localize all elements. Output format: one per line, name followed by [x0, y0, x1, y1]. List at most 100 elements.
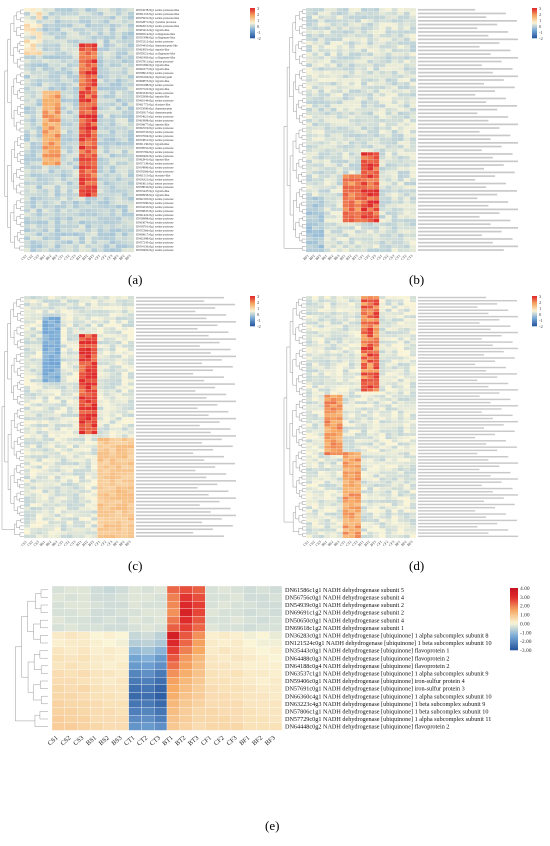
heatmap-cell — [78, 106, 86, 111]
heatmap-cell — [115, 517, 122, 521]
heatmap-cell — [30, 340, 37, 345]
heatmap-cell — [121, 106, 129, 111]
heatmap-cell — [318, 315, 325, 319]
heatmap-cell — [305, 375, 313, 379]
heatmap-cell — [367, 163, 374, 168]
heatmap-cell — [48, 320, 55, 324]
heatmap-cell — [85, 479, 92, 483]
heatmap-cell — [312, 11, 319, 16]
heatmap-cell — [391, 26, 398, 31]
heatmap-cell — [91, 479, 98, 483]
heatmap-cell — [354, 423, 362, 427]
heatmap-cell — [91, 330, 98, 335]
heatmap-cell — [36, 11, 43, 17]
heatmap-cell — [305, 353, 313, 357]
heatmap-cell — [318, 196, 325, 201]
heatmap-cell — [373, 211, 380, 216]
heatmap-cell — [379, 189, 386, 194]
dendrogram-branch — [17, 137, 21, 146]
heatmap-cell — [348, 334, 356, 338]
dendrogram-branch — [301, 329, 306, 333]
heatmap-cell — [360, 85, 368, 90]
heatmap-cell — [91, 323, 98, 328]
colorbar-tick-label: -2 — [539, 36, 543, 41]
heatmap-cell — [97, 200, 104, 205]
heatmap-cell — [391, 11, 398, 16]
heatmap-cell — [379, 33, 386, 38]
dendrogram-branch — [20, 408, 24, 413]
heatmap-cell — [360, 416, 368, 421]
heatmap-cell — [42, 420, 49, 425]
heatmap-cell — [330, 423, 337, 427]
heatmap-cell — [391, 381, 398, 386]
heatmap-cell — [312, 67, 319, 72]
row-label-placeholder — [418, 227, 518, 229]
column-label: CF3 — [106, 540, 113, 547]
heatmap-cell — [127, 55, 135, 60]
heatmap-cell — [54, 479, 61, 483]
heatmap-cell — [360, 111, 368, 116]
heatmap-cell — [330, 308, 337, 313]
heatmap-cell — [391, 159, 398, 164]
heatmap-cell — [324, 196, 331, 201]
heatmap-cell — [342, 426, 349, 430]
heatmap-cell — [60, 137, 67, 142]
heatmap-cell — [305, 170, 313, 175]
heatmap-cell — [42, 499, 49, 504]
heatmap-cell — [348, 44, 356, 49]
heatmap-cell — [367, 26, 374, 31]
heatmap-cell — [66, 520, 74, 525]
heatmap-cell — [379, 59, 386, 64]
heatmap-cell — [23, 177, 31, 182]
heatmap-cell — [109, 427, 116, 432]
heatmap-cell — [78, 236, 86, 241]
heatmap-cell — [342, 244, 349, 249]
heatmap-cell — [60, 200, 67, 205]
heatmap-cell — [72, 31, 80, 36]
heatmap-cell — [373, 385, 380, 389]
heatmap-cell — [385, 315, 392, 319]
heatmap-cell — [391, 126, 398, 131]
heatmap-cell — [60, 316, 67, 321]
heatmap-cell — [336, 200, 343, 205]
heatmap-cell — [397, 237, 404, 242]
heatmap-cell — [127, 59, 135, 64]
heatmap-cell — [409, 426, 417, 430]
heatmap-cell — [409, 141, 417, 145]
heatmap-cell — [318, 44, 325, 49]
heatmap-cell — [312, 350, 319, 354]
colorbar-segment — [250, 304, 255, 307]
heatmap-cell — [48, 86, 55, 91]
heatmap-cell — [342, 152, 349, 157]
heatmap-cell — [127, 313, 135, 317]
heatmap-cell — [115, 145, 122, 150]
heatmap-cell — [30, 347, 37, 352]
heatmap-cell — [85, 378, 92, 383]
heatmap-cell — [367, 7, 374, 12]
heatmap-cell — [23, 106, 31, 111]
heatmap-cell — [318, 346, 325, 351]
heatmap-cell — [42, 413, 49, 418]
heatmap-cell — [336, 416, 343, 421]
heatmap-cell — [115, 434, 122, 438]
heatmap-cell — [409, 52, 417, 57]
heatmap-cell — [97, 482, 104, 487]
row-label: DN63074c0g1 serine protease — [136, 221, 174, 225]
row-label: DN63001c0g1 trypsin-like — [136, 48, 170, 52]
heatmap-cell — [409, 359, 417, 364]
heatmap-cell — [23, 192, 31, 198]
heatmap-cell — [324, 148, 331, 153]
heatmap-cell — [367, 311, 374, 316]
heatmap-cell — [379, 170, 386, 175]
heatmap-cell — [121, 330, 129, 335]
heatmap-cell — [409, 92, 417, 97]
heatmap-cell — [48, 63, 55, 68]
heatmap-cell — [115, 382, 122, 387]
heatmap-cell — [60, 454, 67, 459]
column-label: BF2 — [118, 254, 125, 261]
row-label-placeholder — [418, 138, 491, 140]
heatmap-cell — [342, 7, 349, 12]
heatmap-cell — [78, 513, 86, 518]
heatmap-cell — [60, 51, 67, 56]
heatmap-cell — [91, 188, 98, 194]
